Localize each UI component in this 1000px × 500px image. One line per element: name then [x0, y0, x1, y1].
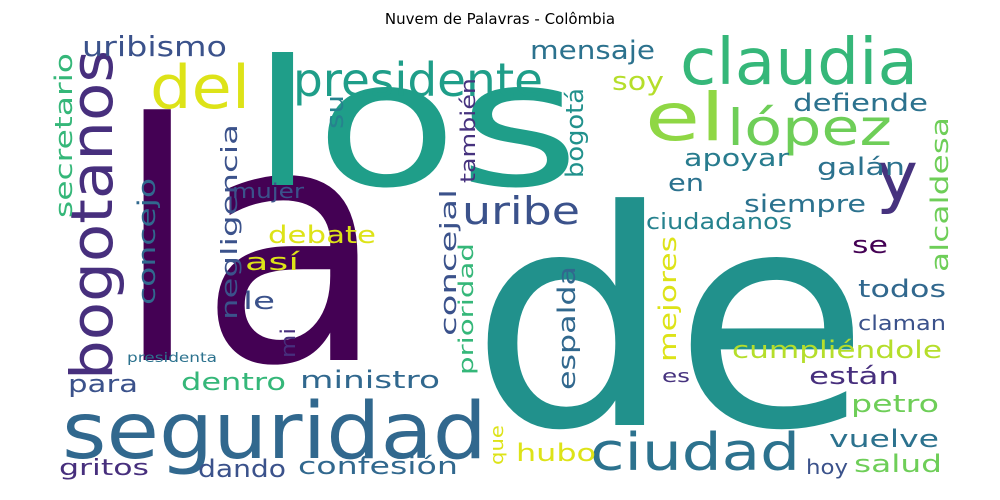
chart-title: Nuvem de Palavras - Colômbia — [384, 10, 616, 28]
word-siempre: siempre — [744, 190, 866, 218]
word-le: le — [243, 287, 275, 315]
word-ciudadanos: ciudadanos — [646, 210, 792, 235]
word-mensaje: mensaje — [530, 36, 655, 66]
word-espalda: espalda — [553, 266, 581, 390]
word-seguridad: seguridad — [62, 387, 487, 477]
word-alcaldesa: alcaldesa — [926, 117, 954, 272]
word-mejores: mejores — [654, 236, 682, 362]
word-uribismo: uribismo — [82, 30, 227, 63]
word-salud: salud — [854, 450, 942, 478]
word-lopez: lópez — [727, 99, 892, 157]
word-cumpliendole: cumpliéndole — [732, 336, 942, 364]
word-dentro: dentro — [181, 368, 286, 396]
word-uribe: uribe — [462, 189, 580, 233]
word-claudia: claudia — [680, 26, 918, 100]
word-secretario: secretario — [50, 53, 78, 218]
word-hoy: hoy — [806, 455, 848, 479]
word-presidenta: presidenta — [127, 351, 217, 366]
word-todos: todos — [858, 275, 946, 303]
word-los: los — [250, 24, 580, 227]
word-que: que — [487, 425, 508, 465]
word-prioridad: prioridad — [454, 243, 478, 375]
word-defiende: defiende — [793, 89, 928, 117]
word-mi: mi — [276, 328, 300, 358]
word-bogota: bogotá — [561, 88, 589, 178]
word-y: y — [876, 138, 918, 217]
word-en: en — [668, 169, 704, 197]
word-apoyar: apoyar — [684, 144, 789, 172]
word-el: el — [645, 79, 725, 156]
word-del: del — [150, 53, 250, 123]
word-negligencia: negligencia — [218, 124, 243, 320]
word-presidente: presidente — [293, 53, 543, 107]
word-para: para — [68, 370, 138, 398]
word-se: se — [852, 231, 888, 259]
word-de: de — [470, 147, 870, 496]
word-su: su — [321, 95, 349, 129]
word-ciudad: ciudad — [590, 423, 800, 483]
word-petro: petro — [851, 390, 939, 418]
word-mujer: mujer — [232, 179, 305, 203]
word-vuelve: vuelve — [829, 425, 939, 453]
word-la: la — [115, 54, 385, 438]
word-galan: galán — [817, 153, 905, 181]
word-claman: claman — [858, 311, 946, 335]
word-estan: están — [809, 362, 899, 390]
word-gritos: gritos — [59, 456, 149, 481]
word-es: es — [662, 366, 690, 387]
word-tambien: también — [456, 78, 480, 183]
word-concejo: concejo — [133, 178, 161, 305]
word-bogotanos: bogotanos — [58, 50, 126, 380]
word-concejal: concejal — [437, 189, 462, 336]
word-dando: dando — [198, 455, 286, 483]
word-confesion: confesión — [298, 452, 458, 480]
word-debate: debate — [268, 221, 376, 249]
word-asi: así — [245, 248, 301, 276]
word-ministro: ministro — [300, 366, 440, 394]
word-soy: soy — [612, 67, 664, 97]
word-hubo: hubo — [516, 439, 596, 467]
